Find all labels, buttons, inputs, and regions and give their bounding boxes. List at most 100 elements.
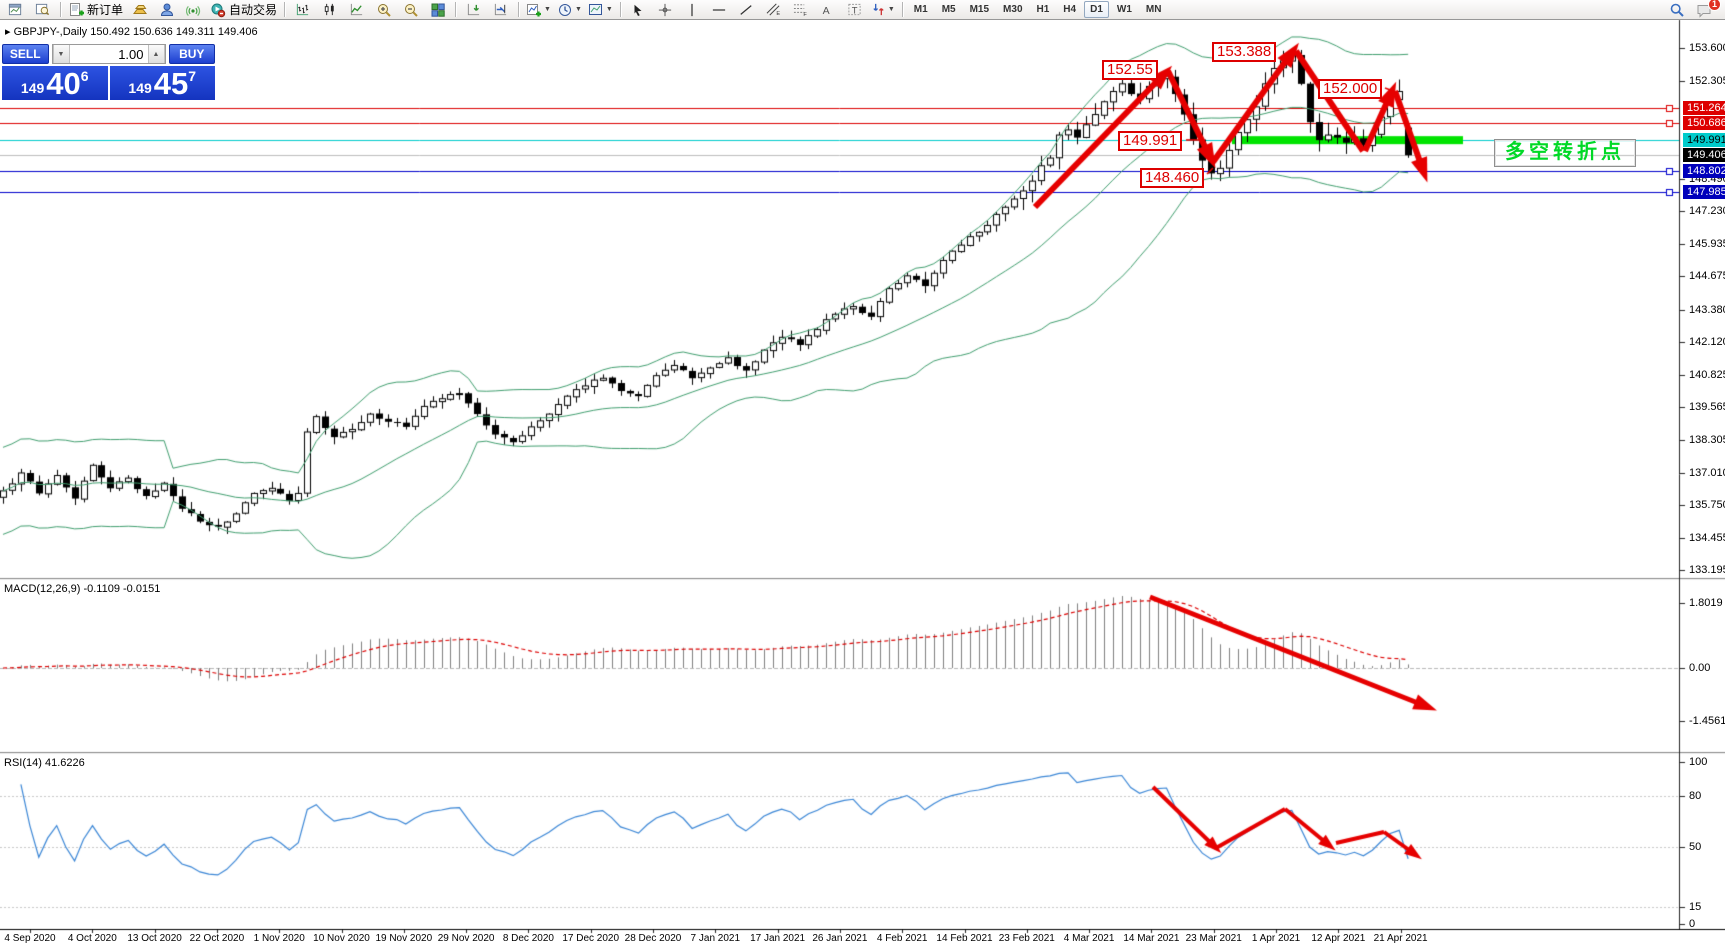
timeframe-button-m30[interactable]: M30 (1003, 4, 1023, 15)
svg-text:F: F (803, 12, 807, 17)
vertical-line-icon (691, 3, 693, 16)
price-axis-tick: 133.195 (1689, 564, 1725, 577)
line-chart-button[interactable] (343, 0, 370, 20)
rsi-axis-tick: 100 (1689, 756, 1708, 768)
timeframe-button-mn[interactable]: MN (1145, 4, 1162, 15)
volume-decrease-button[interactable]: ▼ (52, 45, 70, 63)
community-button[interactable] (153, 0, 180, 20)
chart-window-button[interactable] (2, 0, 29, 20)
templates-dropdown-caret[interactable]: ▼ (605, 6, 613, 13)
volume-input[interactable] (69, 45, 148, 63)
zoom-out-button[interactable] (397, 0, 424, 20)
timeframe-button-m5[interactable]: M5 (941, 4, 956, 15)
toolbar-separator (455, 2, 457, 17)
price-annotation-label[interactable]: 153.388 (1212, 42, 1277, 62)
sell-price-display[interactable]: 149 40 6 (2, 66, 108, 100)
deposit-button[interactable] (126, 0, 153, 20)
volume-increase-button[interactable]: ▲ (147, 45, 165, 63)
date-axis-label: 28 Dec 2020 (624, 933, 682, 944)
timeframe-button-h4[interactable]: H4 (1063, 4, 1077, 15)
clock-icon (558, 3, 571, 16)
crosshair-icon (659, 3, 672, 16)
candlestick-chart-button[interactable] (316, 0, 343, 20)
text-icon: A (823, 4, 830, 16)
chat-notification-badge: 1 (1707, 0, 1721, 11)
volume-control: ▼ ▲ (51, 44, 166, 64)
date-axis-label: 14 Feb 2021 (936, 933, 993, 944)
tile-windows-button[interactable] (424, 0, 451, 20)
vertical-line-button[interactable] (679, 0, 706, 20)
auto-scroll-button[interactable] (460, 0, 487, 20)
indicators-icon (527, 3, 542, 16)
buy-button[interactable]: BUY (168, 44, 215, 64)
crosshair-button[interactable] (652, 0, 679, 20)
price-annotation-label[interactable]: 152.000 (1318, 79, 1383, 99)
price-axis-tick: 137.010 (1689, 466, 1725, 479)
bar-chart-icon (296, 3, 309, 16)
price-axis-badge: 148.802 (1683, 163, 1725, 178)
indicators-button[interactable]: ▼ (523, 0, 554, 20)
signals-button[interactable] (180, 0, 207, 20)
horizontal-line-button[interactable] (706, 0, 733, 20)
periods-dropdown-caret[interactable]: ▼ (574, 6, 582, 13)
sell-price-big: 40 (46, 66, 81, 101)
chart-preview-button[interactable] (29, 0, 56, 20)
sell-button[interactable]: SELL (2, 44, 49, 64)
zoom-in-button[interactable] (370, 0, 397, 20)
timeframe-button-m15[interactable]: M15 (969, 4, 990, 15)
price-axis-tick: 153.600 (1689, 42, 1725, 54)
svg-text:T: T (852, 5, 858, 15)
cursor-button[interactable] (625, 0, 652, 20)
indicators-dropdown-caret[interactable]: ▼ (544, 6, 551, 13)
buy-price-display[interactable]: 149 45 7 (109, 66, 215, 100)
price-axis-tick: 139.565 (1689, 401, 1725, 414)
text-button[interactable]: A (814, 0, 841, 20)
templates-button[interactable]: ▼ (585, 0, 616, 20)
trendline-button[interactable] (733, 0, 760, 20)
sell-price-sup: 6 (80, 68, 89, 84)
price-annotation-label[interactable]: 148.460 (1140, 168, 1205, 188)
arrows-dropdown-caret[interactable]: ▼ (887, 6, 895, 13)
date-axis-label: 21 Apr 2021 (1373, 933, 1428, 944)
zoom-in-icon (377, 3, 391, 17)
autotrade-button[interactable]: 自动交易 (207, 0, 280, 20)
turning-point-annotation[interactable]: 多空转折点 (1494, 139, 1636, 167)
rsi-axis-tick: 80 (1689, 790, 1702, 802)
date-axis-label: 14 Mar 2021 (1123, 933, 1180, 944)
timeframe-button-w1[interactable]: W1 (1116, 4, 1132, 15)
equidistant-channel-button[interactable]: E (760, 0, 787, 20)
price-axis-tick: 145.935 (1689, 238, 1725, 251)
autotrade-label: 自动交易 (229, 3, 278, 17)
cursor-arrow-icon (634, 4, 642, 16)
price-axis-badge: 147.985 (1683, 184, 1725, 199)
arrows-button[interactable]: ▼ (868, 0, 898, 20)
chart-shift-button[interactable] (487, 0, 514, 20)
timeframe-button-d1[interactable]: D1 (1084, 1, 1109, 18)
toolbar-separator (619, 2, 621, 17)
toolbar-separator (518, 2, 520, 17)
template-icon (588, 3, 602, 15)
date-axis-label: 22 Oct 2020 (189, 933, 245, 944)
fibonacci-button[interactable]: F (787, 0, 814, 20)
chat-button[interactable]: 1 (1690, 0, 1721, 20)
timeframe-button-m1[interactable]: M1 (913, 4, 928, 15)
text-label-button[interactable]: T (841, 0, 868, 20)
search-icon (1670, 3, 1684, 17)
price-axis-tick: 135.750 (1689, 498, 1725, 511)
periods-button[interactable]: ▼ (554, 0, 585, 20)
timeframe-button-h1[interactable]: H1 (1036, 4, 1050, 15)
toolbar-group-window (2, 0, 56, 20)
tile-windows-icon (431, 3, 445, 17)
new-order-icon (70, 2, 84, 16)
price-annotation-label[interactable]: 149.991 (1118, 131, 1183, 151)
macd-axis-tick: -1.4561 (1689, 714, 1725, 727)
chart-symbol-period: GBPJPY-,Daily (13, 26, 88, 38)
macd-indicator-label: MACD(12,26,9) -0.1109 -0.0151 (4, 583, 161, 595)
price-annotation-label[interactable]: 152.55 (1102, 60, 1158, 80)
chart-collapse-marker[interactable]: ▸ (5, 26, 11, 38)
bar-chart-button[interactable] (289, 0, 316, 20)
macd-axis-tick: 0.00 (1689, 662, 1711, 674)
new-order-button[interactable]: 新订单 (65, 0, 126, 20)
search-button[interactable] (1663, 0, 1690, 20)
